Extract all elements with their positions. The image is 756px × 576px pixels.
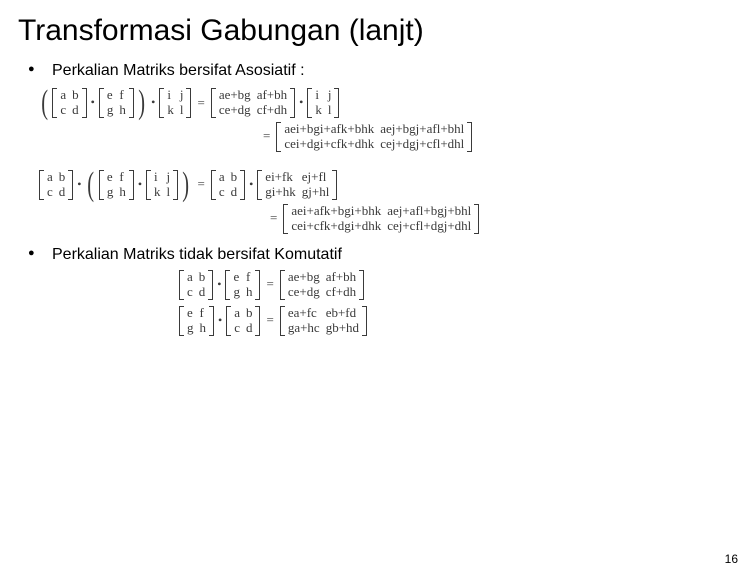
- bullet-associative: Perkalian Matriks bersifat Asosiatif :: [18, 62, 738, 80]
- noncomm-ba: eg fh • ac bd = ea+fcga+hc eb+fdgb+hd: [178, 306, 738, 336]
- page-number: 16: [725, 552, 738, 566]
- bullet-noncommutative: Perkalian Matriks tidak bersifat Komutat…: [18, 246, 738, 264]
- noncomm-ab: ac bd • eg fh = ae+bgce+dg af+bhcf+dh: [178, 270, 738, 300]
- assoc-expand-2: ac bd • ( eg fh • ik jl ) = ac bd • ei+f…: [38, 168, 738, 234]
- page-title: Transformasi Gabungan (lanjt): [18, 14, 738, 48]
- assoc-expand-1: ( ac bd • eg fh ) • ik jl = ae+bgce+dg a…: [38, 86, 738, 152]
